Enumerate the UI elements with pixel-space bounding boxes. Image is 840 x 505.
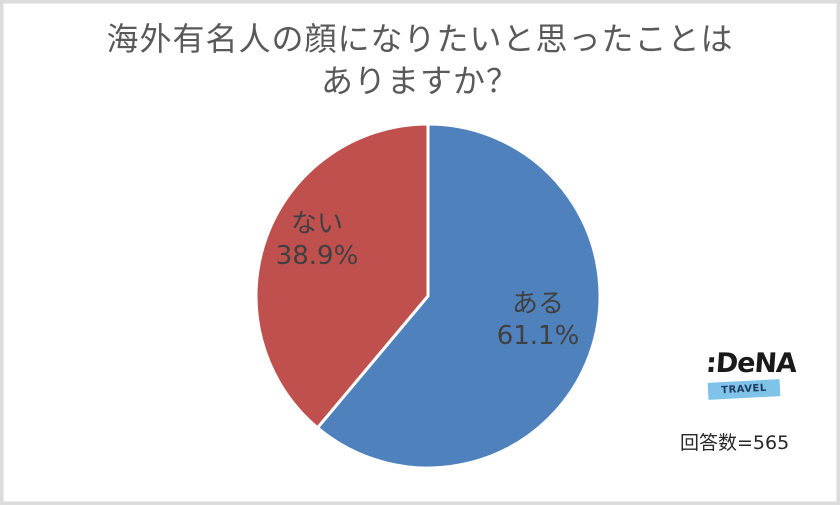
title-line-2: ありますか？	[320, 62, 519, 100]
label-no-pct: 38.9%	[275, 241, 359, 271]
label-yes: ある 61.1%	[478, 288, 598, 352]
pie-slice-yes	[316, 122, 602, 470]
sample-size: 回答数=565	[680, 432, 790, 454]
label-yes-pct: 61.1%	[496, 321, 580, 351]
logo-brand: :DeNA	[704, 348, 798, 379]
logo-band: TRAVEL	[707, 379, 781, 400]
dena-travel-logo: :DeNA TRAVEL	[698, 348, 797, 408]
label-no: ない 38.9%	[262, 208, 372, 272]
label-no-name: ない	[290, 209, 343, 239]
label-yes-name: ある	[511, 289, 564, 319]
chart-title: 海外有名人の顔になりたいと思ったことは ありますか？	[0, 18, 840, 102]
logo-sub: TRAVEL	[720, 382, 768, 397]
pie-slice-no	[254, 122, 430, 430]
title-line-1: 海外有名人の顔になりたいと思ったことは	[106, 20, 734, 58]
